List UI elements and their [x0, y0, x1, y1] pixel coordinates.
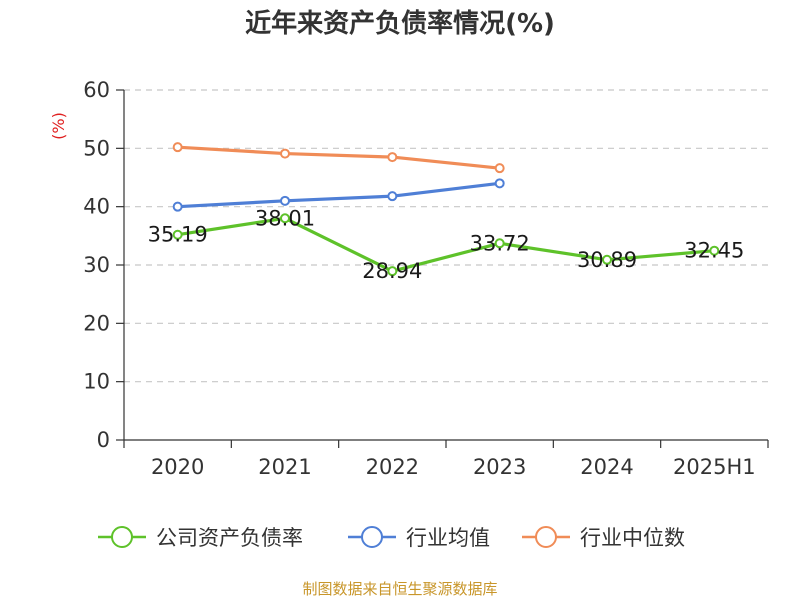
- chart-title: 近年来资产负债率情况(%): [245, 8, 555, 39]
- data-point: [602, 254, 612, 265]
- data-point: [172, 229, 183, 240]
- data-label: 38.01: [255, 206, 315, 230]
- data-point: [709, 245, 720, 256]
- legend-label: 行业均值: [406, 526, 490, 550]
- y-tick-label: 0: [97, 428, 110, 452]
- legend-label: 行业中位数: [580, 526, 685, 550]
- y-tick-label: 10: [83, 370, 110, 394]
- y-tick-label: 30: [83, 253, 110, 277]
- data-point: [172, 201, 183, 212]
- data-label: 30.89: [577, 248, 637, 272]
- legend-marker: [535, 526, 557, 548]
- gridlines: [124, 89, 768, 383]
- series-line: [177, 145, 500, 170]
- x-tick-label: 2021: [258, 455, 311, 479]
- data-label: 28.94: [362, 259, 422, 283]
- data-labels: 35.19 38.01 28.94 33.72 30.89 32.45: [148, 206, 745, 283]
- x-tick-label: 2025H1: [673, 455, 756, 479]
- legend-marker: [111, 526, 133, 548]
- data-label: 32.45: [684, 239, 744, 263]
- legend-label: 公司资产负债率: [156, 526, 303, 550]
- series-line: [177, 181, 500, 209]
- axes: 0 10 20 30 40 50 60 2020 2021 2022 2023 2024 2025H1: [83, 78, 769, 479]
- data-point: [280, 195, 290, 206]
- data-point: [494, 178, 505, 189]
- data-label: 33.72: [470, 231, 530, 255]
- legend: 公司资产负债率 行业均值 行业中位数: [98, 526, 685, 550]
- x-tick-label: 2023: [473, 455, 526, 479]
- y-tick-label: 60: [83, 78, 110, 102]
- series-lines: [172, 142, 720, 277]
- data-label: 35.19: [148, 223, 208, 247]
- y-axis-label: (%): [49, 112, 68, 140]
- x-tick-label: 2020: [151, 455, 204, 479]
- data-point: [494, 238, 505, 249]
- data-point: [172, 142, 183, 153]
- data-point: [387, 191, 398, 202]
- source-note: 制图数据来自恒生聚源数据库: [302, 580, 497, 598]
- x-tick-label: 2024: [580, 455, 633, 479]
- data-point: [387, 152, 398, 163]
- y-tick-label: 40: [83, 195, 110, 219]
- legend-marker: [361, 526, 383, 548]
- data-point: [280, 148, 290, 159]
- y-tick-label: 20: [83, 311, 110, 335]
- data-point: [387, 266, 398, 277]
- series-line: [177, 216, 715, 273]
- data-point: [494, 163, 505, 174]
- x-tick-label: 2022: [366, 455, 419, 479]
- data-point: [280, 213, 290, 224]
- y-tick-label: 50: [83, 136, 110, 160]
